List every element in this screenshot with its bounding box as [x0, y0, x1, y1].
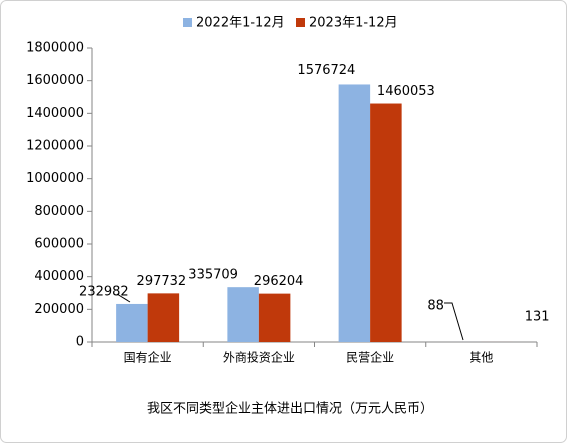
legend-swatch: [296, 18, 305, 27]
legend-label: 2022年1-12月: [196, 16, 285, 31]
x-tick-label: 民营企业: [346, 350, 394, 365]
x-tick-label: 其他: [469, 351, 493, 365]
bar: [370, 103, 402, 342]
x-tick-label: 外商投资企业: [223, 350, 295, 365]
y-tick-label: 400000: [34, 269, 84, 284]
y-tick-label: 1600000: [26, 73, 84, 88]
y-tick-label: 600000: [34, 237, 84, 252]
bar: [116, 303, 148, 342]
data-label: 1576724: [297, 63, 355, 78]
legend-label: 2023年1-12月: [309, 16, 398, 31]
y-tick-label: 1000000: [26, 171, 84, 186]
y-tick-label: 0: [76, 335, 84, 350]
data-label: 335709: [188, 268, 238, 283]
y-tick-label: 1200000: [26, 139, 84, 154]
data-label: 88: [427, 298, 444, 313]
data-label: 297732: [137, 274, 187, 289]
bar: [338, 84, 371, 342]
legend-swatch: [183, 18, 192, 27]
chart-title: 我区不同类型企业主体进出口情况（万元人民币）: [147, 401, 433, 417]
y-tick-label: 1800000: [26, 41, 84, 56]
y-tick-label: 800000: [34, 204, 84, 219]
bar: [147, 293, 180, 342]
data-label: 296204: [254, 274, 304, 289]
x-tick-label: 国有企业: [124, 350, 172, 365]
y-tick-label: 1400000: [26, 106, 84, 121]
y-tick-label: 200000: [34, 302, 84, 317]
bar: [227, 287, 259, 342]
data-label: 232982: [79, 284, 129, 299]
data-label: 131: [525, 309, 550, 324]
leader-line: [444, 302, 464, 341]
data-label: 1460053: [377, 84, 435, 99]
bar: [258, 293, 291, 342]
leader-line: [116, 293, 131, 303]
